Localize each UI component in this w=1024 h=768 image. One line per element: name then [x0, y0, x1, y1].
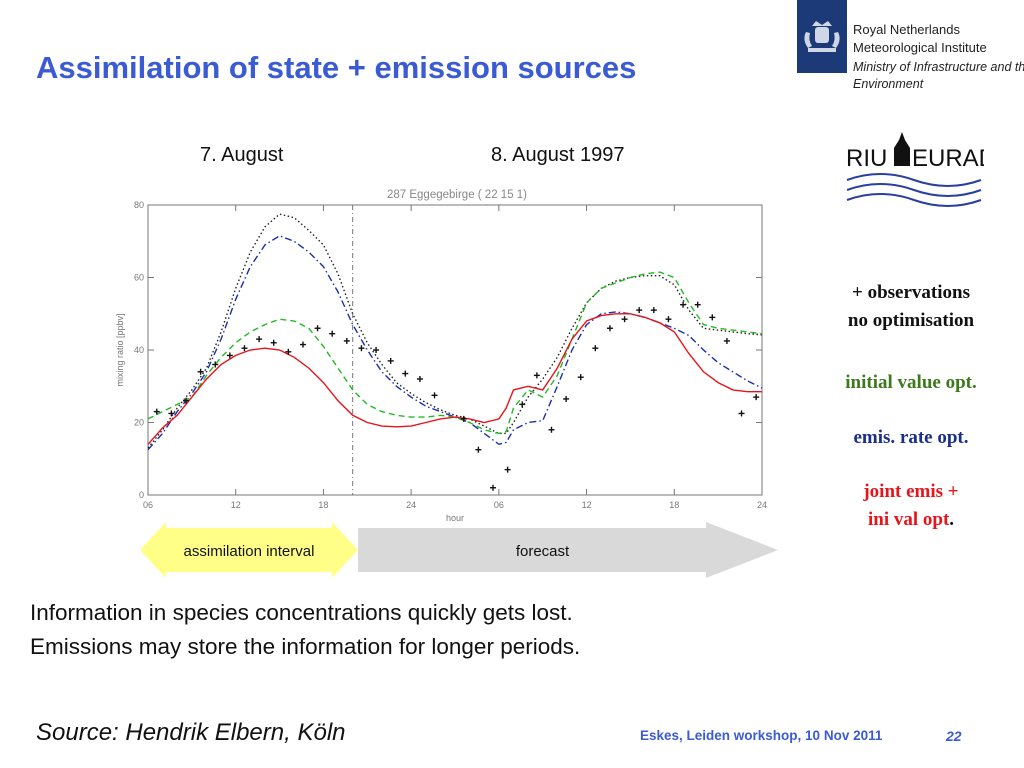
observation-point [665, 316, 672, 323]
observation-point [709, 314, 716, 321]
page-number: 22 [946, 728, 962, 744]
ministry-line-2: Environment [853, 77, 924, 91]
legend-obs-line-2: no optimisation [847, 310, 975, 331]
x-tick-label: 06 [494, 500, 504, 510]
observation-point [621, 316, 628, 323]
observation-point [577, 374, 584, 381]
x-axis-label: hour [446, 513, 464, 523]
observation-point [183, 397, 190, 404]
timeline-arrows [140, 522, 778, 578]
observation-point [153, 408, 160, 415]
observation-point [270, 339, 277, 346]
observation-point [299, 341, 306, 348]
observation-point [636, 307, 643, 314]
observation-point [504, 466, 511, 473]
legend-joint-2: ini val opt. [811, 506, 1011, 534]
observation-point [387, 357, 394, 364]
observation-point [475, 446, 482, 453]
x-tick-label: 18 [669, 500, 679, 510]
slide-title: Assimilation of state + emission sources [36, 50, 637, 85]
y-tick-label: 20 [134, 418, 144, 428]
x-tick-label: 18 [318, 500, 328, 510]
series-line-solid [147, 313, 762, 445]
source-credit: Source: Hendrik Elbern, Köln [36, 719, 346, 746]
observation-point [563, 395, 570, 402]
riu-eurad-logo: RIUEURAD [846, 132, 984, 207]
body-line-1: Information in species concentrations qu… [30, 600, 573, 625]
x-tick-label: 24 [406, 500, 416, 510]
ozone-chart: 287 Eggegebirge ( 22 15 1) 06 12 18 24 06 12 1… [115, 189, 767, 523]
day-label-1: 7. August [200, 144, 284, 166]
observation-point [723, 337, 730, 344]
assimilation-arrow [140, 522, 358, 578]
org-line-2: Meteorological Institute [853, 40, 987, 55]
observation-point [168, 410, 175, 417]
forecast-arrow [358, 522, 778, 578]
observation-point [753, 394, 760, 401]
x-tick-label: 06 [143, 500, 153, 510]
forecast-label: forecast [515, 543, 570, 560]
ministry-line-1: Ministry of Infrastructure and the [853, 60, 1024, 74]
observation-point [548, 426, 555, 433]
legend-obs-line-1: + observations [852, 282, 970, 303]
observation-point [416, 376, 423, 382]
footer-text: Eskes, Leiden workshop, 10 Nov 2011 [640, 728, 883, 743]
body-line-2: Emissions may store the information for … [30, 634, 581, 659]
legend-emis: emis. rate opt. [853, 427, 969, 448]
x-tick-label: 24 [757, 500, 767, 510]
riu-eurad-logo-text: RIUEURAD [846, 145, 984, 172]
observation-point [738, 410, 745, 417]
observation-point [358, 345, 365, 352]
x-tick-label: 12 [582, 500, 592, 510]
observation-point [241, 345, 248, 352]
observation-point [650, 307, 657, 314]
legend-initial: initial value opt. [845, 372, 977, 393]
observation-point [285, 348, 292, 355]
observation-point [402, 370, 409, 377]
y-axis-label: mixing ratio [ppbv] [115, 313, 125, 386]
crest-icon [804, 21, 840, 52]
chart-title: 287 Eggegebirge ( 22 15 1) [387, 189, 527, 201]
observation-point [533, 372, 540, 379]
observation-point [314, 325, 321, 332]
y-tick-label: 80 [134, 200, 144, 210]
y-tick-label: 60 [134, 273, 144, 283]
observation-point [373, 347, 380, 353]
plot-frame [147, 204, 763, 496]
legend-joint-2-text: ini val opt [867, 509, 950, 530]
observation-point [519, 401, 526, 408]
assimilation-label: assimilation interval [183, 543, 315, 560]
observation-point [490, 484, 497, 491]
observation-point [680, 301, 687, 308]
observation-point [694, 301, 701, 308]
y-tick-label: 40 [134, 345, 144, 355]
legend-joint-dot: . [949, 509, 955, 530]
observation-point [212, 361, 219, 368]
observation-point [226, 352, 233, 359]
observation-point [460, 415, 467, 422]
series-line-dotted [147, 213, 763, 449]
y-tick-label: 0 [139, 490, 144, 500]
observation-point [606, 325, 613, 332]
observation-point [343, 337, 350, 344]
observation-point [197, 368, 204, 375]
series-line-dashed [147, 271, 763, 435]
observation-point [329, 330, 336, 337]
org-line-1: Royal Netherlands [853, 22, 960, 37]
day-label-2: 8. August 1997 [491, 144, 625, 166]
observation-point [256, 336, 263, 343]
observation-point [431, 392, 438, 399]
x-tick-label: 12 [231, 500, 241, 510]
observation-point [592, 345, 599, 352]
legend-joint-1: joint emis + [863, 481, 959, 502]
